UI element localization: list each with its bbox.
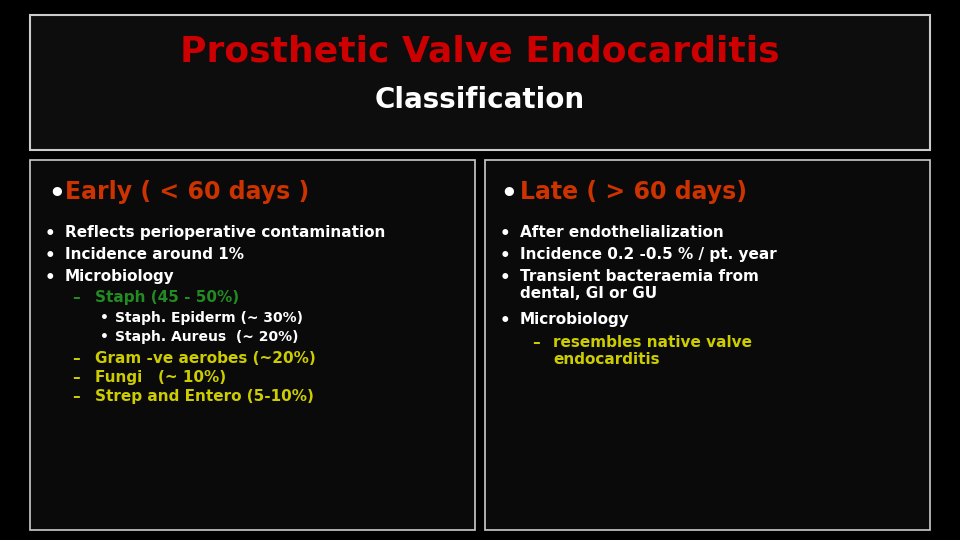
Text: Classification: Classification	[375, 86, 585, 114]
Text: –: –	[72, 389, 80, 404]
Text: •: •	[45, 225, 56, 243]
Text: •: •	[500, 225, 511, 243]
Text: –: –	[72, 370, 80, 385]
Text: •: •	[500, 247, 511, 265]
Text: Staph (45 - 50%): Staph (45 - 50%)	[95, 290, 239, 305]
Text: Reflects perioperative contamination: Reflects perioperative contamination	[65, 225, 385, 240]
FancyBboxPatch shape	[485, 160, 930, 530]
Text: –: –	[72, 351, 80, 366]
Text: Staph. Epiderm (~ 30%): Staph. Epiderm (~ 30%)	[115, 311, 303, 325]
Text: •: •	[100, 311, 108, 325]
FancyBboxPatch shape	[30, 160, 475, 530]
FancyBboxPatch shape	[30, 15, 930, 150]
Text: Microbiology: Microbiology	[520, 312, 630, 327]
Text: •: •	[500, 269, 511, 287]
Text: •: •	[48, 182, 64, 208]
Text: –: –	[72, 290, 80, 305]
Text: Early ( < 60 days ): Early ( < 60 days )	[65, 180, 309, 204]
Text: Incidence around 1%: Incidence around 1%	[65, 247, 244, 262]
Text: –: –	[532, 335, 540, 350]
Text: Staph. Aureus  (~ 20%): Staph. Aureus (~ 20%)	[115, 330, 299, 344]
Text: •: •	[45, 247, 56, 265]
Text: After endothelialization: After endothelialization	[520, 225, 724, 240]
Text: Incidence 0.2 -0.5 % / pt. year: Incidence 0.2 -0.5 % / pt. year	[520, 247, 777, 262]
Text: Fungi   (~ 10%): Fungi (~ 10%)	[95, 370, 227, 385]
Text: •: •	[100, 330, 108, 344]
Text: Gram -ve aerobes (~20%): Gram -ve aerobes (~20%)	[95, 351, 316, 366]
Text: Late ( > 60 days): Late ( > 60 days)	[520, 180, 747, 204]
Text: •: •	[45, 269, 56, 287]
Text: Prosthetic Valve Endocarditis: Prosthetic Valve Endocarditis	[180, 35, 780, 69]
Text: •: •	[500, 312, 511, 330]
Text: Microbiology: Microbiology	[65, 269, 175, 284]
Text: resembles native valve
endocarditis: resembles native valve endocarditis	[553, 335, 752, 367]
Text: Strep and Entero (5-10%): Strep and Entero (5-10%)	[95, 389, 314, 404]
Text: Transient bacteraemia from
dental, GI or GU: Transient bacteraemia from dental, GI or…	[520, 269, 758, 301]
Text: •: •	[500, 182, 516, 208]
